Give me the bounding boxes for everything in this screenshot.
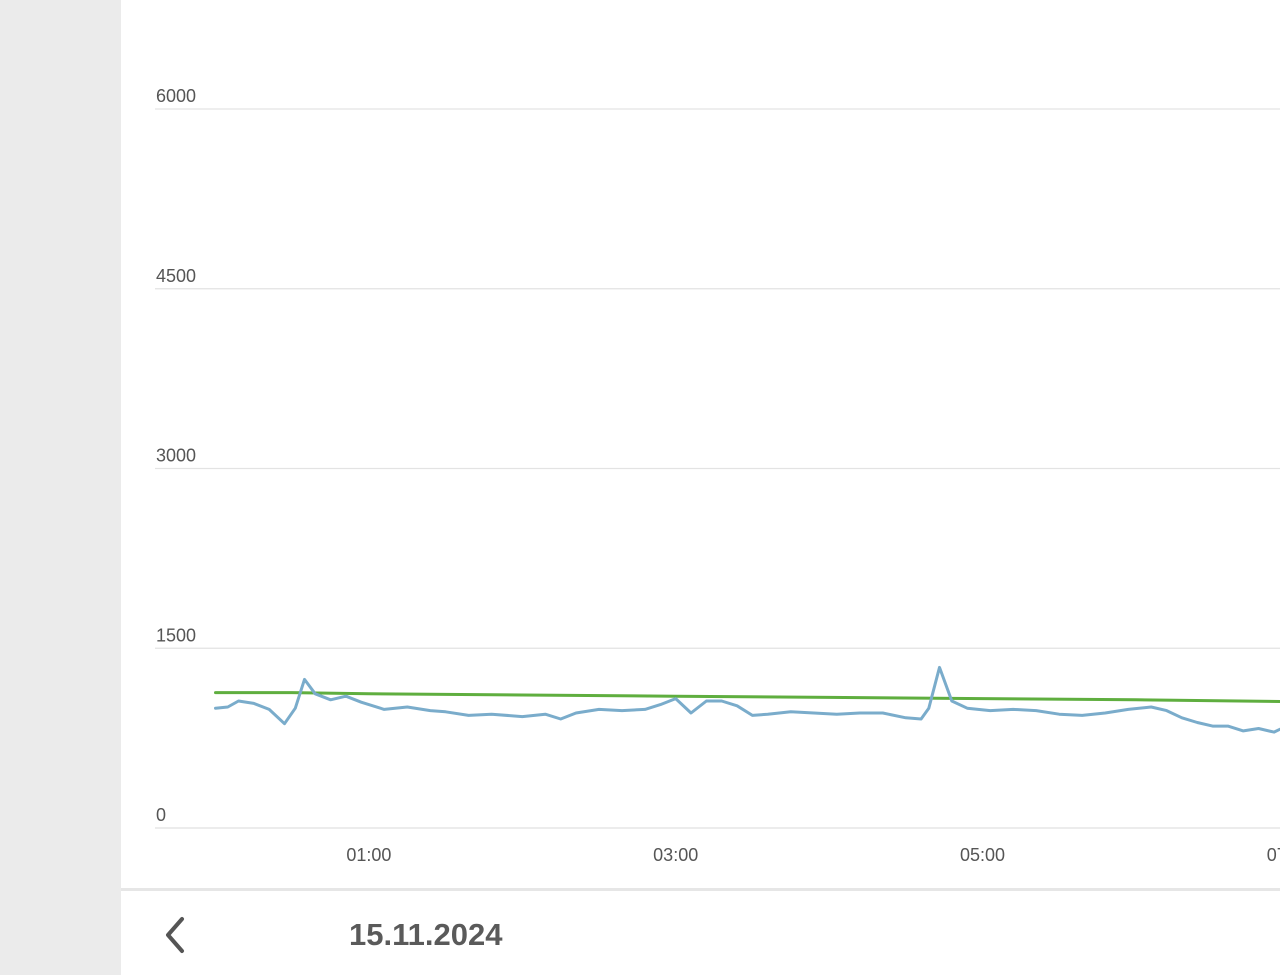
y-tick-label: 0 <box>156 805 166 825</box>
y-tick-label: 4500 <box>156 266 196 286</box>
left-rail <box>0 0 121 975</box>
y-tick-label: 6000 <box>156 86 196 106</box>
line-series-3 <box>214 665 1280 734</box>
x-tick-label: 03:00 <box>653 845 698 865</box>
energy-chart: 0150030004500600001:0003:0005:0007:0009:… <box>155 86 1280 865</box>
divider <box>121 888 1280 891</box>
date-navigation-bar: 15.11.2024 <box>121 891 1280 975</box>
date-label: 15.11.2024 <box>349 917 503 952</box>
x-tick-label: 01:00 <box>346 845 391 865</box>
y-tick-label: 1500 <box>156 625 196 645</box>
y-tick-label: 3000 <box>156 446 196 466</box>
line-series-2 <box>214 691 1280 703</box>
chevron-left-icon <box>166 917 184 953</box>
x-tick-label: 05:00 <box>960 845 1005 865</box>
previous-day-button[interactable] <box>155 913 195 957</box>
x-tick-label: 07:00 <box>1267 845 1280 865</box>
chart-panel: 0150030004500600001:0003:0005:0007:0009:… <box>121 0 1280 888</box>
